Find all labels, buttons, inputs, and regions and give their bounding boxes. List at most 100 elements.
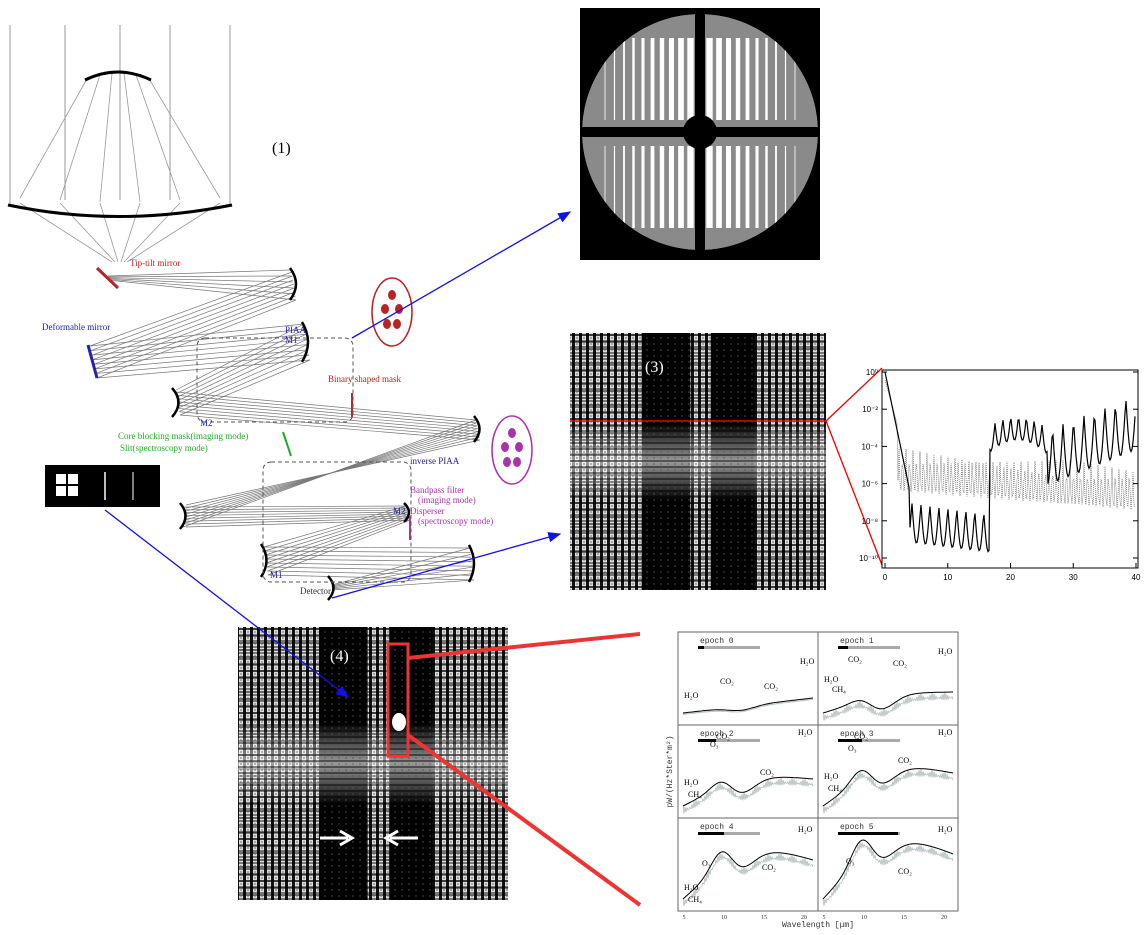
label: CH₄	[832, 685, 846, 694]
line	[825, 420, 883, 566]
stripe	[678, 38, 684, 120]
line	[178, 408, 479, 435]
profile-dotted	[884, 379, 1136, 510]
label: 10⁻⁴	[861, 442, 878, 451]
line	[265, 509, 408, 556]
line	[266, 515, 409, 568]
line	[90, 275, 293, 351]
stripe	[706, 146, 713, 228]
label: O₃	[848, 744, 857, 753]
mask-square	[68, 486, 78, 496]
line	[95, 295, 296, 374]
label: H₂O	[684, 778, 699, 787]
profile-solid	[884, 371, 1136, 553]
plot-frame	[881, 369, 1139, 569]
line	[179, 354, 310, 412]
line	[120, 202, 141, 263]
line	[177, 339, 307, 402]
filter-wheel	[491, 415, 533, 485]
label: 5	[683, 915, 686, 921]
mask-square	[56, 474, 66, 484]
label: Deformable mirror	[42, 322, 110, 332]
epoch-bar	[704, 646, 760, 649]
label: 10	[943, 573, 952, 582]
line	[178, 344, 308, 405]
label: CH₄	[688, 790, 702, 799]
label: CO₂	[893, 659, 907, 668]
label: 20	[801, 915, 807, 921]
primary-mirror	[7, 203, 233, 218]
line	[99, 202, 119, 263]
line	[264, 507, 407, 552]
label: 15	[761, 915, 767, 921]
line	[123, 72, 141, 203]
label: 5	[823, 915, 826, 921]
line	[19, 76, 89, 199]
filter	[381, 304, 389, 314]
stripe	[775, 38, 777, 120]
line	[135, 74, 181, 201]
label: 20	[941, 915, 947, 921]
line	[107, 269, 291, 277]
line	[19, 202, 113, 263]
line	[107, 277, 293, 283]
mirror	[179, 502, 187, 530]
line	[267, 517, 410, 572]
line	[107, 278, 294, 289]
label: Disperser	[410, 506, 445, 516]
label: Core blocking mask(imaging mode)	[118, 431, 248, 441]
line	[182, 505, 407, 508]
epoch-bar	[698, 739, 716, 742]
label: PIAA	[285, 325, 307, 335]
epoch-bar	[716, 739, 760, 742]
line	[59, 202, 116, 263]
label: (3)	[645, 359, 664, 376]
epoch-bar	[698, 832, 724, 835]
stripe	[623, 146, 625, 228]
label: CO₂	[898, 756, 912, 765]
filter	[503, 457, 511, 467]
stripe	[668, 38, 675, 120]
stripe	[641, 146, 645, 228]
spectrum-noisy	[822, 841, 954, 906]
epoch-bar	[698, 646, 704, 649]
label: (1)	[272, 140, 291, 157]
label: 40	[1132, 573, 1141, 582]
line	[123, 202, 181, 263]
epoch-bar	[898, 832, 900, 835]
line	[178, 404, 479, 432]
line	[94, 349, 309, 370]
line	[263, 505, 407, 548]
line	[263, 546, 471, 549]
spectrum	[682, 851, 814, 900]
stripe	[716, 146, 722, 228]
label: CO₂	[760, 768, 774, 777]
stripe	[725, 38, 732, 120]
mirror	[467, 544, 476, 583]
center-stop	[683, 115, 717, 149]
label: 20	[1006, 573, 1015, 582]
mirror	[171, 387, 180, 418]
stripe	[735, 38, 741, 120]
line	[184, 513, 409, 519]
line	[93, 344, 308, 365]
label: M2	[393, 506, 406, 516]
line	[177, 401, 478, 429]
stripe	[604, 146, 606, 228]
line	[96, 299, 297, 379]
line	[176, 328, 306, 394]
mirror	[259, 543, 268, 578]
mask-square	[56, 486, 66, 496]
spectrum	[682, 776, 814, 807]
planet	[392, 713, 406, 731]
stripe	[716, 38, 722, 120]
line	[266, 562, 473, 567]
spectrum-noisy	[682, 853, 814, 907]
label: M2	[200, 418, 213, 428]
line	[95, 354, 310, 374]
label: 10	[721, 915, 727, 921]
line	[99, 72, 113, 203]
label: Detector	[300, 586, 331, 596]
rows	[570, 333, 826, 590]
